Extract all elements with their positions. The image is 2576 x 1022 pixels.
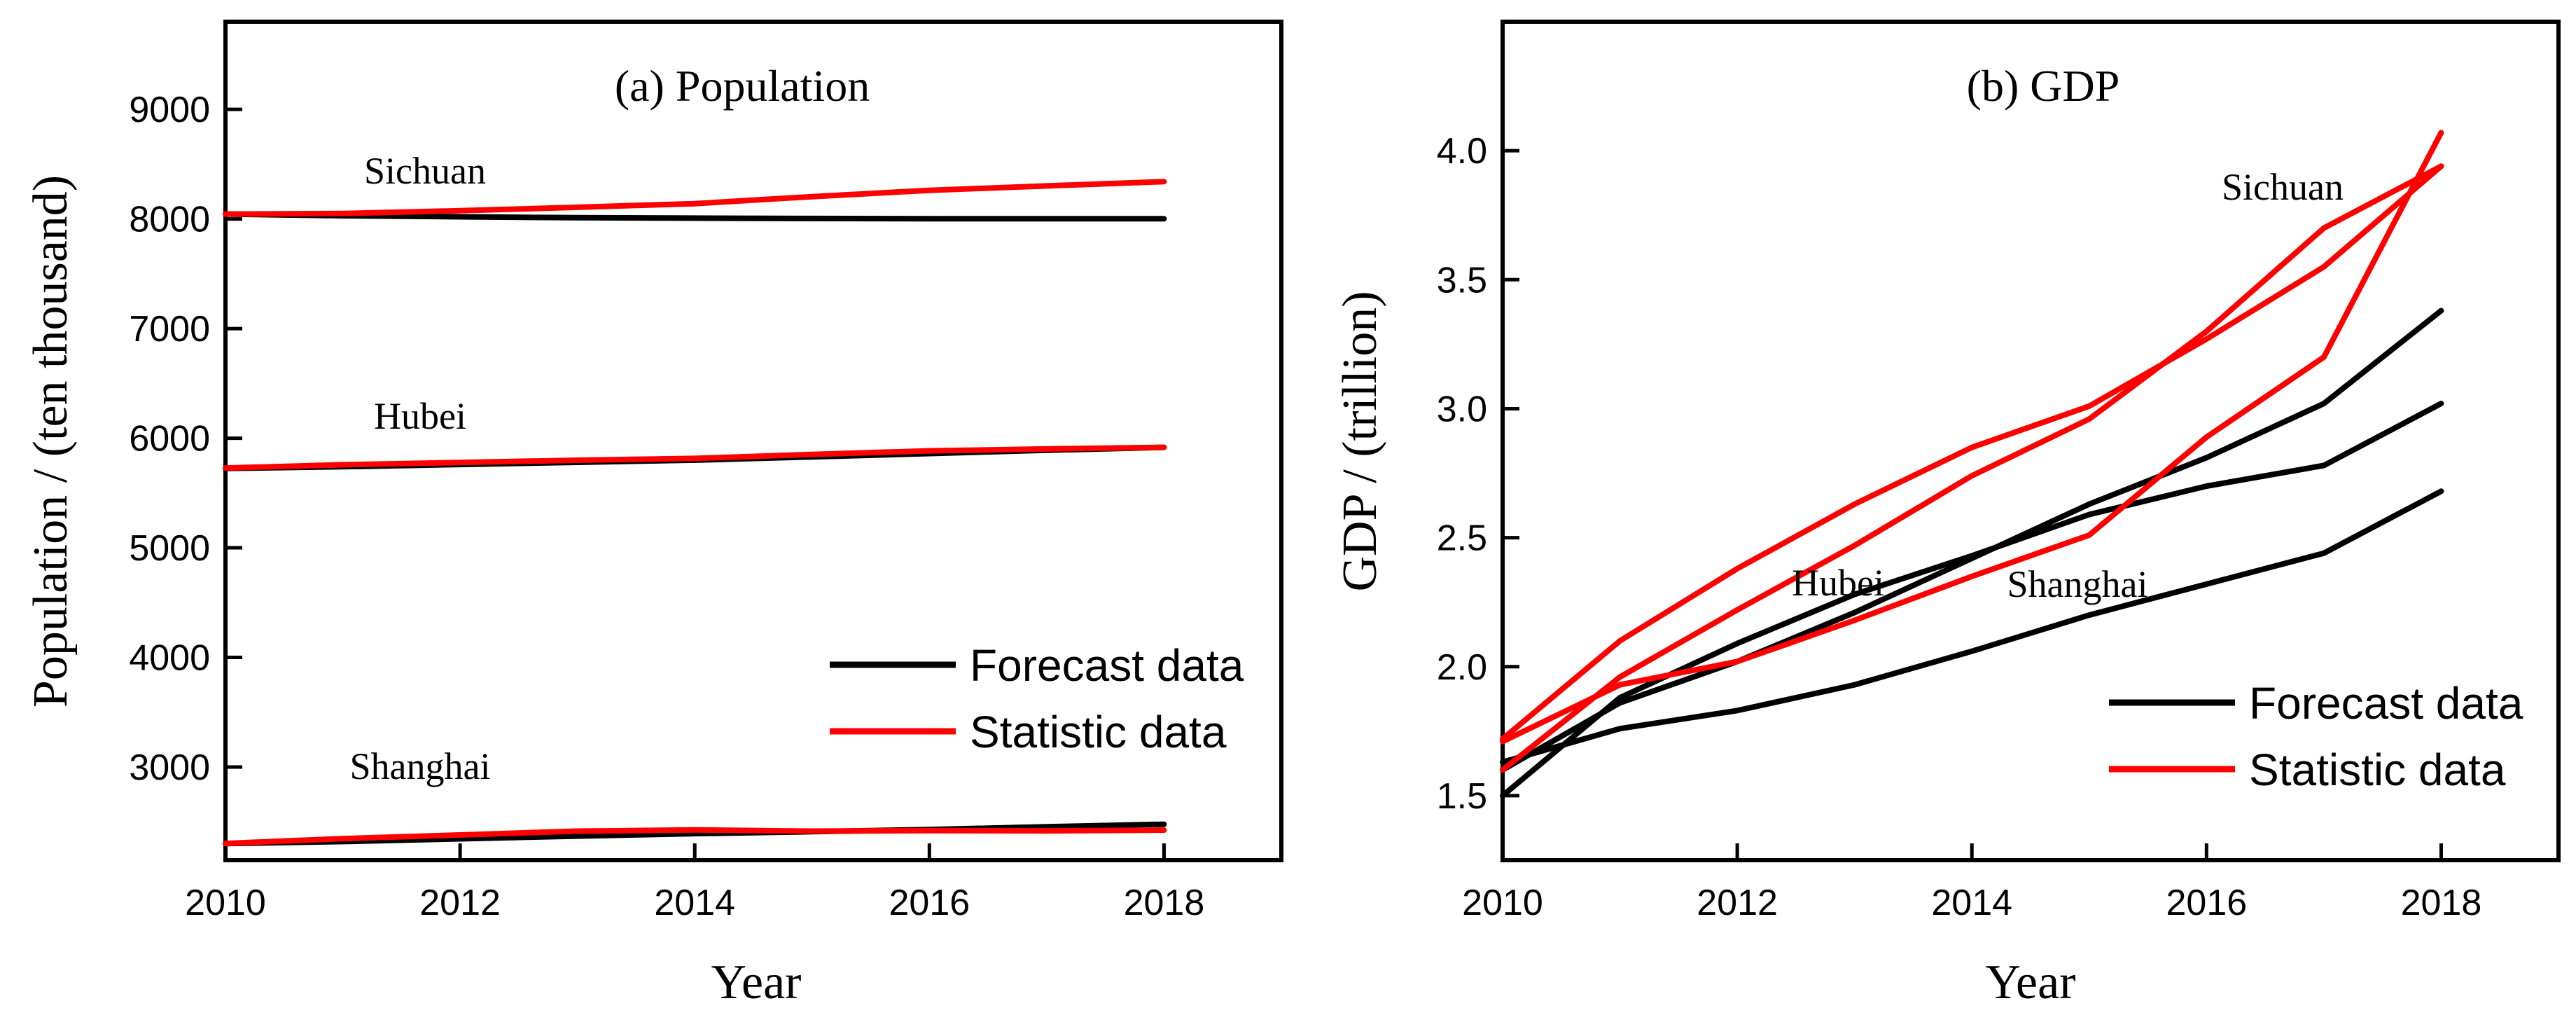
population-y-tick-label-5000: 5000: [129, 528, 210, 569]
population-x-tick-label-2012: 2012: [419, 883, 501, 923]
population-y-axis-label: Population / (ten thousand): [24, 175, 78, 707]
gdp-tick-labels: 2010 2012 2014 2016 2018 1.5 2.0 2.5 3.0 3.5 4.0: [1437, 131, 2482, 923]
gdp-chart: 2010 2012 2014 2016 2018 1.5 2.0 2.5 3.0 3.5 4.0 (…: [1333, 20, 2561, 1009]
gdp-x-tick-label-2018: 2018: [2401, 883, 2482, 923]
population-x-tick-label-2016: 2016: [889, 883, 970, 923]
population-series-sichuan-forecast: [223, 211, 1167, 222]
gdp-x-tick-label-2010: 2010: [1462, 883, 1543, 923]
gdp-x-axis-label: Year: [1986, 955, 2076, 1009]
gdp-legend: Forecast data Statistic data: [2109, 678, 2523, 795]
population-x-tick-label-2014: 2014: [654, 883, 735, 923]
population-y-tick-label-6000: 6000: [129, 419, 210, 460]
population-legend-statistic-label: Statistic data: [970, 707, 1227, 757]
gdp-x-tick-label-2012: 2012: [1697, 883, 1778, 923]
population-y-tick-label-3000: 3000: [129, 747, 210, 788]
gdp-x-tick-label-2016: 2016: [2166, 883, 2247, 923]
gdp-annotation-sichuan: Sichuan: [2222, 166, 2344, 208]
gdp-series-shanghai-statistic: [1500, 163, 2444, 742]
population-series-shanghai-statistic: [223, 827, 1167, 847]
population-x-axis-label: Year: [711, 955, 802, 1009]
gdp-y-tick-label-1-5: 1.5: [1437, 776, 1487, 817]
population-y-tick-label-4000: 4000: [129, 638, 210, 679]
population-x-tick-label-2018: 2018: [1124, 883, 1205, 923]
population-legend: Forecast data Statistic data: [830, 640, 1244, 757]
population-annotation-shanghai: Shanghai: [350, 745, 491, 787]
population-y-tick-label-9000: 9000: [129, 90, 210, 130]
population-annotation-hubei: Hubei: [374, 395, 466, 437]
gdp-y-tick-label-2-5: 2.5: [1437, 518, 1487, 559]
population-chart: 2010 2012 2014 2016 2018 3000 4000 5000 6000 7000…: [24, 20, 1283, 1009]
gdp-ticks: [1501, 149, 2443, 860]
gdp-series: [1500, 130, 2444, 799]
population-y-tick-label-7000: 7000: [129, 309, 210, 350]
gdp-series-sichuan-statistic: [1500, 130, 2444, 745]
population-legend-forecast-label: Forecast data: [970, 640, 1244, 691]
gdp-series-shanghai-forecast: [1500, 401, 2444, 799]
population-chart-title: (a) Population: [615, 61, 870, 111]
gdp-plot-frame: [1501, 20, 2561, 862]
gdp-y-tick-label-4-0: 4.0: [1437, 131, 1487, 172]
population-series-sichuan-statistic: [223, 179, 1167, 217]
population-plot-frame: [223, 20, 1283, 862]
gdp-y-axis-label: GDP / (trillion): [1333, 291, 1387, 591]
population-tick-labels: 2010 2012 2014 2016 2018 3000 4000 5000 6000 7000…: [129, 90, 1204, 923]
gdp-x-tick-label-2014: 2014: [1931, 883, 2012, 923]
gdp-y-tick-label-3-5: 3.5: [1437, 260, 1487, 301]
population-series-shanghai-forecast: [223, 821, 1167, 847]
gdp-annotation-shanghai: Shanghai: [2007, 563, 2148, 605]
gdp-y-tick-label-3-0: 3.0: [1437, 389, 1487, 429]
gdp-y-tick-label-2-0: 2.0: [1437, 647, 1487, 688]
population-series-hubei-statistic: [223, 444, 1167, 471]
population-x-tick-label-2010: 2010: [185, 883, 266, 923]
gdp-legend-statistic-label: Statistic data: [2249, 745, 2506, 795]
gdp-chart-title: (b) GDP: [1967, 61, 2120, 111]
population-annotation-sichuan: Sichuan: [364, 150, 486, 192]
population-y-tick-label-8000: 8000: [129, 200, 210, 240]
gdp-series-hubei-statistic: [1500, 163, 2444, 773]
population-series: [223, 179, 1167, 847]
gdp-legend-forecast-label: Forecast data: [2249, 678, 2523, 728]
gdp-annotation-hubei: Hubei: [1792, 562, 1884, 604]
gdp-series-sichuan-forecast: [1500, 488, 2444, 765]
